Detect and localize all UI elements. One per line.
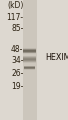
Text: (kD): (kD): [7, 1, 23, 10]
Text: 34-: 34-: [11, 56, 23, 65]
Bar: [23, 48, 36, 49]
Text: 85-: 85-: [11, 24, 23, 33]
Text: 19-: 19-: [11, 82, 23, 91]
Bar: [23, 60, 36, 61]
Bar: [23, 59, 36, 60]
Text: 26-: 26-: [11, 69, 23, 78]
Text: 48-: 48-: [11, 45, 23, 54]
Bar: [23, 58, 36, 59]
Bar: [23, 52, 36, 53]
Bar: [23, 53, 36, 54]
Bar: [23, 50, 36, 51]
Bar: [23, 51, 36, 52]
Bar: [23, 49, 36, 50]
Text: HEXIM1: HEXIM1: [45, 53, 68, 61]
Bar: [23, 61, 36, 62]
Bar: [23, 62, 36, 63]
Bar: [23, 56, 36, 57]
Bar: [23, 57, 36, 58]
Bar: [23, 0, 37, 120]
Text: 117-: 117-: [6, 13, 23, 22]
